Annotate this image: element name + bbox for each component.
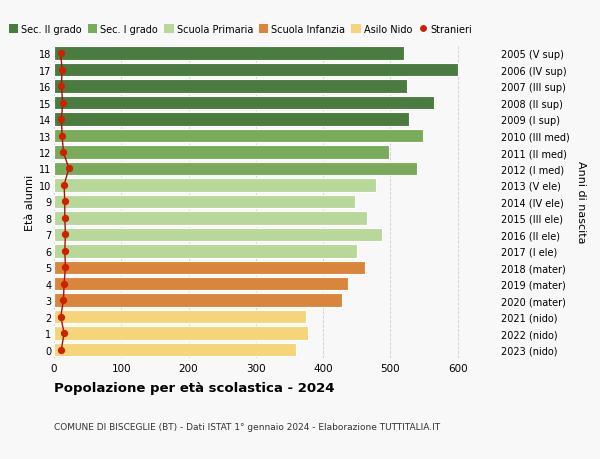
Bar [54,343,296,357]
Point [57,133,67,140]
Bar [54,80,407,94]
Bar [54,245,357,258]
Point [56,83,66,90]
Bar [54,64,458,77]
Bar [54,195,355,209]
Point [56,313,65,321]
Point [61,231,70,239]
Text: Popolazione per età scolastica - 2024: Popolazione per età scolastica - 2024 [54,381,335,394]
Point [59,330,69,337]
Bar [54,277,348,291]
Point [60,215,70,222]
Y-axis label: Età alunni: Età alunni [25,174,35,230]
Point [58,100,68,107]
Bar [54,113,409,127]
Point [56,50,65,58]
Bar [54,212,367,225]
Point [59,280,69,288]
Point [56,346,66,353]
Bar [54,294,342,307]
Bar [54,162,417,176]
Point [64,165,74,173]
Bar [54,179,376,192]
Point [61,264,70,271]
Point [60,198,70,206]
Point [60,247,70,255]
Point [59,149,68,157]
Bar [54,261,365,274]
Bar [54,327,308,340]
Point [56,116,66,123]
Legend: Sec. II grado, Sec. I grado, Scuola Primaria, Scuola Infanzia, Asilo Nido, Stran: Sec. II grado, Sec. I grado, Scuola Prim… [8,25,472,35]
Bar [54,228,382,241]
Point [59,182,69,189]
Bar [54,97,434,110]
Bar [54,146,389,159]
Text: COMUNE DI BISCEGLIE (BT) - Dati ISTAT 1° gennaio 2024 - Elaborazione TUTTITALIA.: COMUNE DI BISCEGLIE (BT) - Dati ISTAT 1°… [54,422,440,431]
Point [59,297,68,304]
Bar [54,129,422,143]
Bar [54,47,404,61]
Bar [54,310,306,324]
Point [57,67,67,74]
Y-axis label: Anni di nascita: Anni di nascita [576,161,586,243]
